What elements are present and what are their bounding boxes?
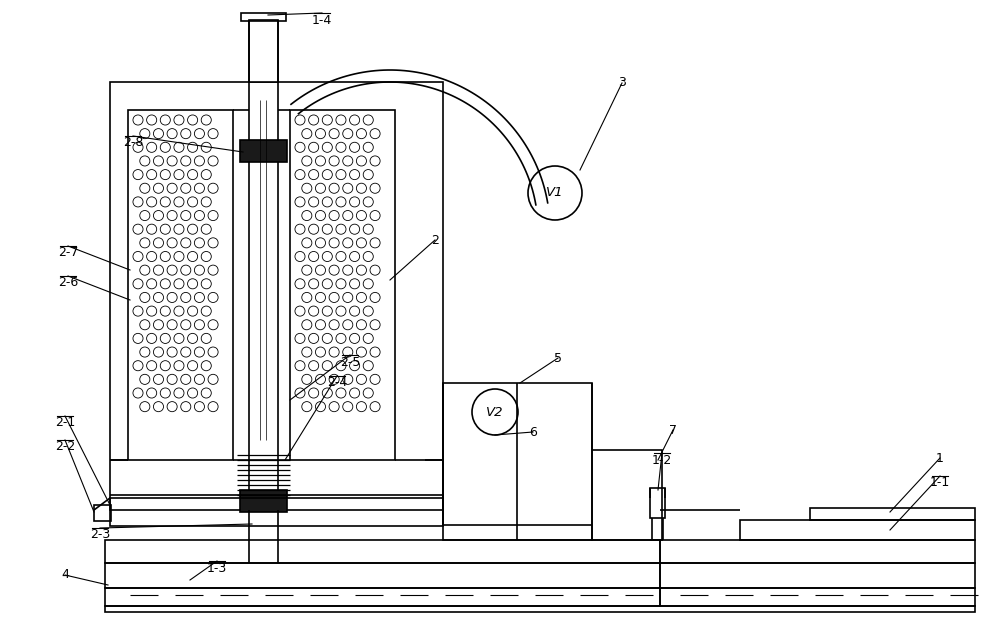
Text: 1: 1 xyxy=(936,452,944,464)
Bar xyxy=(249,20,278,82)
Text: 4: 4 xyxy=(61,568,69,582)
Bar xyxy=(660,540,975,563)
Bar xyxy=(740,520,975,540)
Bar xyxy=(94,505,111,521)
Bar xyxy=(105,588,660,606)
Text: V2: V2 xyxy=(486,406,504,419)
Text: 2-2: 2-2 xyxy=(55,441,75,454)
Bar xyxy=(443,383,592,540)
Text: 1-3: 1-3 xyxy=(207,561,227,575)
Bar xyxy=(105,606,975,612)
Bar xyxy=(592,450,662,540)
Bar xyxy=(105,540,660,563)
Bar xyxy=(110,82,443,510)
Bar xyxy=(249,82,278,510)
Bar xyxy=(240,140,287,162)
Bar xyxy=(110,498,443,526)
Text: 2-3: 2-3 xyxy=(90,529,110,541)
Text: 1-2: 1-2 xyxy=(652,454,672,466)
Text: 6: 6 xyxy=(529,426,537,438)
Bar xyxy=(128,110,233,460)
Bar xyxy=(810,508,975,520)
Bar xyxy=(650,488,665,518)
Bar xyxy=(660,588,975,606)
Text: 2-7: 2-7 xyxy=(58,247,78,259)
Text: 5: 5 xyxy=(554,352,562,364)
Text: 1-4: 1-4 xyxy=(312,13,332,27)
Text: 7: 7 xyxy=(669,424,677,436)
Text: 2: 2 xyxy=(431,234,439,247)
Text: V1: V1 xyxy=(546,187,564,199)
Text: 3: 3 xyxy=(618,76,626,90)
Text: 2-4: 2-4 xyxy=(327,376,347,389)
Bar xyxy=(290,110,395,460)
Text: 2-8: 2-8 xyxy=(123,136,143,150)
Text: 2-1: 2-1 xyxy=(55,417,75,429)
Bar xyxy=(660,563,975,588)
Text: 2-5: 2-5 xyxy=(340,355,360,368)
Text: 1-1: 1-1 xyxy=(930,476,950,489)
Text: 2-6: 2-6 xyxy=(58,276,78,289)
Bar xyxy=(240,490,287,512)
Bar xyxy=(241,13,286,21)
Bar xyxy=(105,563,660,588)
